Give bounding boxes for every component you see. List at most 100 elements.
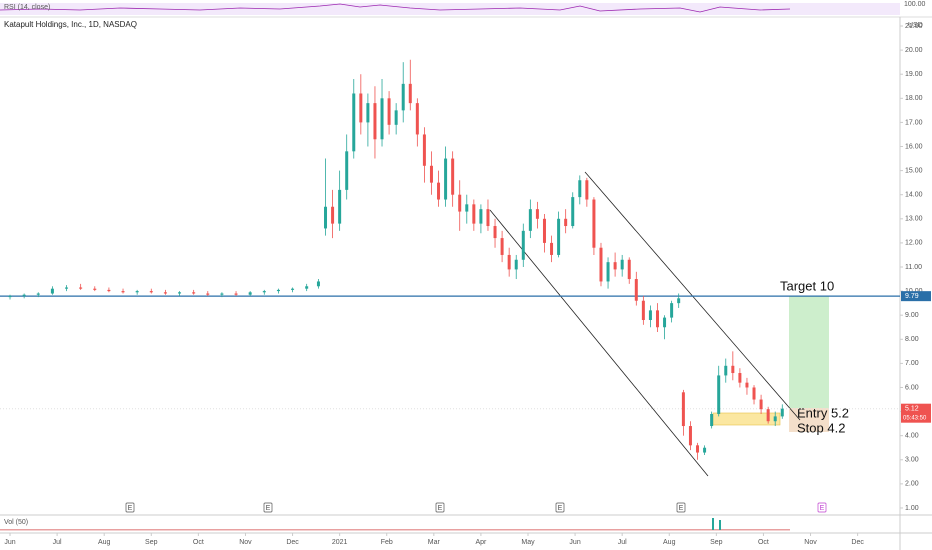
earnings-marker: [817, 502, 827, 513]
candle-body: [472, 204, 476, 224]
candle-body: [22, 294, 26, 296]
x-tick-label: Nov: [804, 539, 817, 546]
candle-body: [93, 288, 97, 290]
candle-body: [620, 259, 624, 270]
candle-body: [451, 158, 455, 195]
candle-body: [663, 317, 667, 328]
rsi-label: RSI (14, close): [4, 4, 50, 11]
candle-body: [324, 206, 328, 229]
candle-body: [408, 83, 412, 104]
x-tick-label: Oct: [758, 539, 769, 546]
candle-body: [613, 262, 617, 270]
candle-body: [542, 218, 546, 243]
chart-title: Katapult Holdings, Inc., 1D, NASDAQ: [4, 20, 137, 29]
candle-body: [514, 259, 518, 270]
earnings-marker: [435, 502, 445, 513]
x-tick-label: Dec: [851, 539, 864, 546]
earnings-label: E: [558, 505, 563, 512]
earnings-label: E: [820, 505, 825, 512]
x-tick-label: 2021: [332, 539, 348, 546]
x-tick-label: Sep: [710, 539, 723, 546]
earnings-label: E: [266, 505, 271, 512]
candle-body: [220, 293, 224, 295]
candle-body: [578, 180, 582, 198]
y-tick-label: 14.00: [905, 192, 923, 199]
countdown: 05:43:50: [903, 415, 927, 421]
x-tick-label: Mar: [428, 539, 441, 546]
volume-strip: [0, 529, 790, 531]
candle-body: [415, 103, 419, 135]
stop-zone: [789, 408, 829, 432]
candle-body: [149, 291, 153, 293]
x-tick-label: Sep: [145, 539, 158, 546]
candle-body: [731, 365, 735, 374]
y-tick-label: 21.00: [905, 23, 923, 30]
y-tick-label: 19.00: [905, 71, 923, 78]
candle-body: [703, 447, 707, 453]
candle-body: [206, 293, 210, 295]
last-price-label: 5.12: [905, 406, 919, 413]
candle-body: [373, 103, 377, 140]
candle-body: [688, 426, 692, 446]
candle-body: [79, 287, 83, 289]
x-tick-label: Dec: [286, 539, 299, 546]
y-tick-label: 7.00: [905, 360, 919, 367]
candle-body: [724, 365, 728, 376]
candle-body: [8, 295, 12, 298]
candle-body: [773, 416, 777, 422]
rsi-tick-label: 100.00: [904, 1, 926, 8]
candle-body: [606, 262, 610, 282]
x-tick-label: Oct: [193, 539, 204, 546]
candle-body: [444, 158, 448, 200]
candle-body: [571, 197, 575, 227]
candle-body: [401, 83, 405, 111]
entry-label: Entry 5.2: [797, 405, 849, 420]
candle-body: [648, 310, 652, 321]
y-tick-label: 3.00: [905, 457, 919, 464]
candle-body: [121, 291, 125, 293]
y-tick-label: 4.00: [905, 433, 919, 440]
candle-body: [366, 103, 370, 123]
level-label: 9.79: [905, 293, 919, 300]
candle-body: [352, 93, 356, 152]
candle-body: [305, 286, 309, 289]
x-tick-label: Apr: [475, 539, 487, 546]
candle-body: [634, 279, 638, 301]
y-tick-label: 15.00: [905, 167, 923, 174]
volume-spike: [719, 520, 721, 530]
candle-body: [641, 300, 645, 321]
y-tick-label: 16.00: [905, 143, 923, 150]
x-tick-label: Jun: [569, 539, 580, 546]
candle-body: [655, 310, 659, 328]
candle-body: [752, 387, 756, 400]
candle-body: [458, 194, 462, 212]
earnings-label: E: [128, 505, 133, 512]
candle-body: [234, 293, 238, 295]
candle-body: [359, 93, 363, 123]
candle-body: [36, 293, 40, 295]
candle-body: [493, 226, 497, 239]
candle-body: [422, 134, 426, 166]
x-tick-label: Jul: [618, 539, 627, 546]
candle-body: [710, 413, 714, 427]
candle-body: [599, 247, 603, 282]
y-tick-label: 1.00: [905, 505, 919, 512]
candle-body: [163, 292, 167, 294]
candle-body: [766, 409, 770, 422]
earnings-marker: [676, 502, 686, 513]
candle-body: [429, 165, 433, 183]
candle-body: [528, 209, 532, 231]
y-tick-label: 9.00: [905, 312, 919, 319]
candle-body: [387, 98, 391, 125]
y-tick-label: 8.00: [905, 336, 919, 343]
currency: USD: [908, 22, 923, 29]
y-tick-label: 2.00: [905, 481, 919, 488]
candle-body: [437, 182, 441, 200]
candle-body: [479, 209, 483, 224]
y-tick-label: 17.00: [905, 119, 923, 126]
candle-body: [745, 382, 749, 388]
target-label: Target 10: [780, 278, 834, 293]
candle-body: [592, 199, 596, 248]
